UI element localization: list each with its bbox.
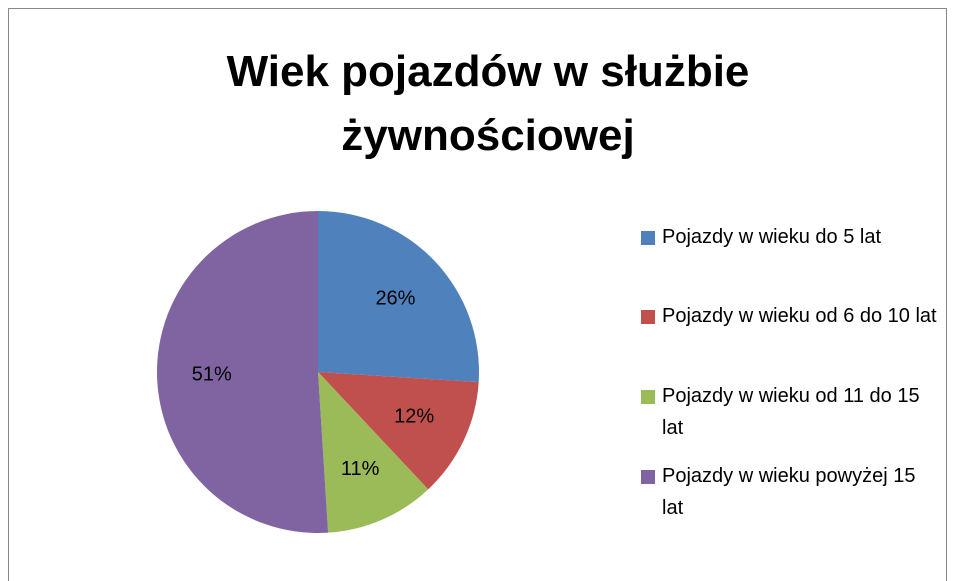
legend-label: Pojazdy w wieku do 5 lat: [662, 226, 882, 248]
pie-slice: [318, 211, 479, 383]
legend-label: Pojazdy w wieku od 6 do 10 lat: [662, 305, 937, 327]
legend-label: Pojazdy w wieku od 11 do 15 lat: [662, 385, 920, 439]
legend-swatch: [641, 310, 655, 324]
chart-title: Wiek pojazdów w służbie żywnościowej: [226, 47, 750, 160]
legend-label: Pojazdy w wieku powyżej 15 lat: [662, 465, 916, 519]
legend-entry: Pojazdy w wieku powyżej 15 lat: [641, 460, 941, 524]
chart-frame: [8, 8, 947, 581]
legend-swatch: [641, 470, 655, 484]
legend-swatch: [641, 390, 655, 404]
legend-entry: Pojazdy w wieku do 5 lat: [641, 221, 941, 253]
data-label: 12%: [394, 406, 434, 428]
pie-slice: [157, 211, 329, 533]
data-label: 11%: [341, 458, 380, 480]
pie-slice: [318, 372, 479, 490]
legend-swatch: [641, 231, 655, 245]
data-label: 26%: [375, 288, 415, 310]
legend-entry: Pojazdy w wieku od 11 do 15 lat: [641, 380, 941, 444]
data-label: 51%: [192, 364, 232, 386]
pie-slice: [318, 372, 429, 533]
legend-entry: Pojazdy w wieku od 6 do 10 lat: [641, 300, 941, 332]
